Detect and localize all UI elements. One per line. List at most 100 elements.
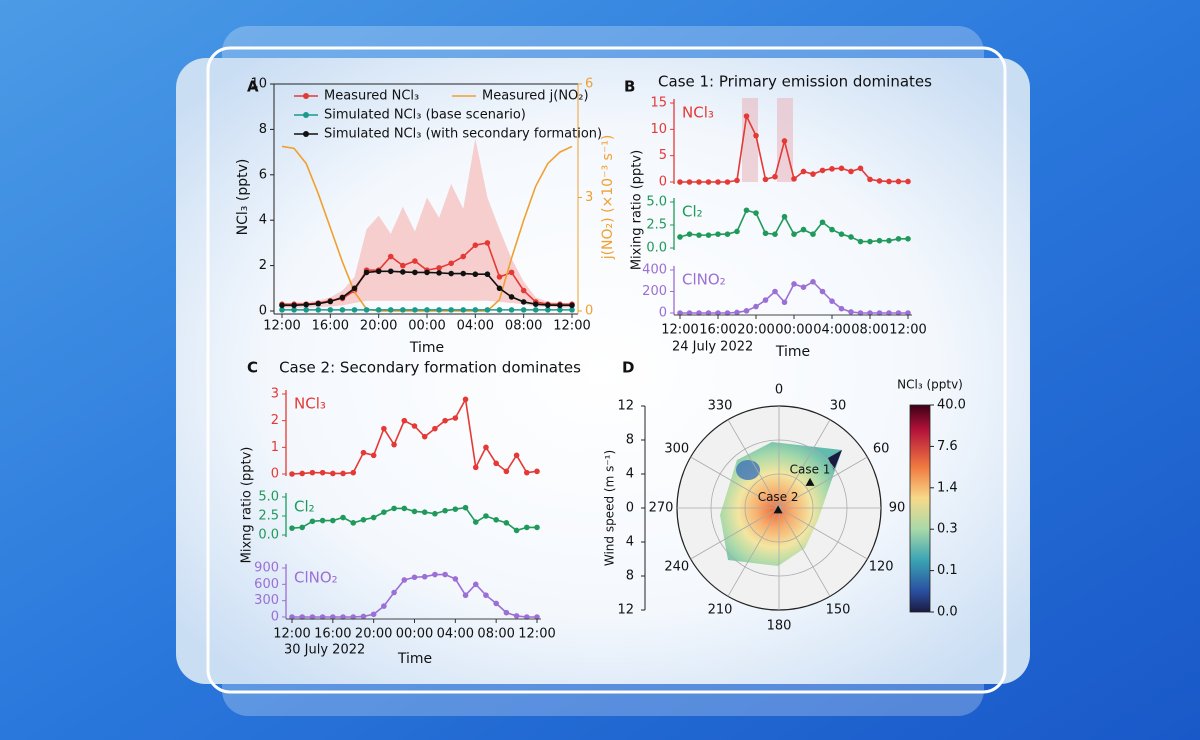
point <box>370 452 377 459</box>
point <box>350 614 357 620</box>
point <box>523 614 530 620</box>
point <box>315 300 322 307</box>
point <box>375 268 382 275</box>
point <box>905 236 911 242</box>
point <box>472 581 479 588</box>
point <box>886 237 892 244</box>
point <box>503 520 510 526</box>
point <box>340 514 346 521</box>
point <box>819 167 826 174</box>
point <box>493 600 499 607</box>
point <box>400 262 406 269</box>
legend-marker <box>303 131 309 137</box>
legend-marker <box>303 93 309 99</box>
point <box>508 307 515 313</box>
y-tick-label: 4 <box>259 213 267 228</box>
y-tick-label: 2.5 <box>258 509 279 524</box>
point <box>513 452 520 459</box>
colorbar-tick-label: 0.3 <box>937 522 958 537</box>
x-tick-label: 00:00 <box>775 323 812 338</box>
theta-tick-label: 150 <box>826 603 851 618</box>
point <box>360 449 367 456</box>
point <box>513 613 520 619</box>
theta-tick-label: 90 <box>889 501 906 516</box>
point <box>829 226 835 233</box>
x-tick-label: 12:00 <box>661 323 698 338</box>
point <box>460 307 467 313</box>
theta-tick-label: 60 <box>873 442 890 457</box>
point <box>412 258 418 264</box>
x-tick-label: 08:00 <box>851 323 888 338</box>
spoke <box>778 456 868 509</box>
y-tick-label: 0 <box>259 304 267 319</box>
point <box>452 415 459 421</box>
point <box>289 471 295 477</box>
point <box>436 270 442 276</box>
point <box>472 242 479 248</box>
date-label: 30 July 2022 <box>284 643 365 658</box>
colorbar-tick-label: 0.0 <box>937 605 958 620</box>
y-tick-label: 0 <box>659 306 667 321</box>
point <box>791 176 797 182</box>
point <box>513 527 520 534</box>
point <box>381 425 387 432</box>
point <box>523 469 530 476</box>
x-tick-label: 20:00 <box>355 627 392 642</box>
x-tick-label: 20:00 <box>360 319 397 334</box>
colorbar-tick-label: 7.6 <box>937 439 958 454</box>
y2-tick-label: 6 <box>585 77 593 92</box>
point <box>496 274 503 280</box>
point <box>291 307 297 313</box>
r-tick-label: 0 <box>626 501 634 516</box>
y-axis-title: Mixing ratio (pptv) <box>630 150 645 270</box>
point <box>876 310 883 316</box>
point <box>857 310 864 316</box>
point <box>387 307 394 313</box>
point <box>411 423 418 429</box>
chart-title: Case 2: Secondary formation dominates <box>279 359 581 377</box>
point <box>534 614 540 620</box>
point <box>791 281 797 287</box>
theta-tick-label: 240 <box>664 560 689 575</box>
point <box>762 176 769 183</box>
point <box>484 240 491 246</box>
point <box>448 307 454 313</box>
point <box>810 279 816 285</box>
panel-label: D <box>622 359 634 377</box>
y-tick-label: 400 <box>642 263 667 278</box>
y2-axis-title: j(NO₂) (×10⁻³ s⁻¹) <box>600 135 616 261</box>
point <box>545 302 551 308</box>
x-tick-label: 08:00 <box>505 319 542 334</box>
series-label: ClNO₂ <box>294 569 338 587</box>
point <box>508 269 515 276</box>
y2-tick-label: 0 <box>585 304 593 319</box>
point <box>401 417 408 424</box>
x-tick-label: 12:00 <box>273 627 310 642</box>
y-tick-label: 0 <box>271 610 279 625</box>
point <box>442 417 448 424</box>
point <box>350 469 357 476</box>
point <box>838 231 845 237</box>
point <box>472 464 479 471</box>
point <box>781 213 788 220</box>
point <box>391 441 397 448</box>
point <box>886 178 892 185</box>
point <box>819 288 826 295</box>
point <box>483 513 489 519</box>
point <box>886 310 892 316</box>
point <box>483 444 489 451</box>
x-tick-label: 12:00 <box>518 627 555 642</box>
point <box>496 285 503 292</box>
point <box>484 271 491 278</box>
point <box>800 284 807 291</box>
r-tick-label: 4 <box>626 535 634 550</box>
point <box>432 510 438 517</box>
point <box>350 520 357 526</box>
series-label: ClNO₂ <box>682 271 726 289</box>
point <box>279 307 285 313</box>
point <box>291 302 297 309</box>
point <box>532 307 539 313</box>
point <box>472 307 479 313</box>
point <box>387 253 394 260</box>
y2-tick-label: 3 <box>585 190 593 205</box>
